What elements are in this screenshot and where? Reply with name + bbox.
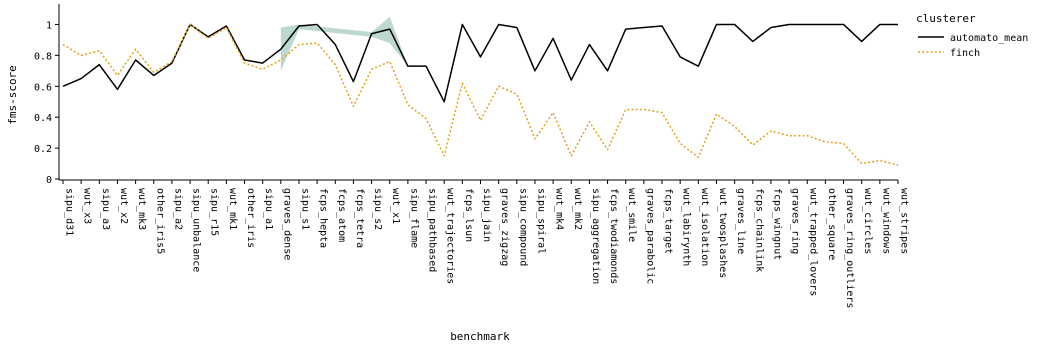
x-tick-label: wut_smile	[626, 188, 637, 242]
x-tick-label: sipu_jain	[481, 188, 492, 242]
x-tick-label: graves_line	[735, 188, 746, 254]
plot-area: 0 0.2 0.4 0.6 0.8 1 sipu_d31 wut_x3 sipu_a3 wut_x…	[34, 4, 910, 308]
x-tick-label: wut_circles	[862, 188, 873, 254]
x-tick-label: fcps_target	[663, 188, 674, 254]
x-tick-label: other_iris5	[154, 188, 165, 254]
x-tick-label: other_iris	[245, 188, 256, 248]
series-line-automato_mean	[62, 23, 898, 103]
x-tick-label: fcps_tetra	[354, 188, 365, 248]
x-tick-label: wut_x2	[118, 188, 129, 224]
x-tick-label: wut_x3	[82, 188, 93, 224]
x-tick-label: wut_trajectories	[445, 188, 456, 284]
x-tick-label: sipu_aggregation	[590, 188, 601, 284]
x-tick-label: graves_ring	[790, 188, 801, 254]
x-tick-label: wut_isolation	[699, 188, 710, 266]
x-tick-label: sipu_unbalance	[191, 188, 202, 272]
y-tick-label: 0.8	[34, 51, 52, 62]
x-tick-label: sipu_r15	[209, 188, 220, 236]
x-tick-label: other_square	[826, 188, 837, 260]
y-tick-label: 0.4	[34, 113, 52, 124]
x-tick-label: sipu_flame	[408, 188, 419, 248]
y-axis-label: fms-score	[6, 65, 19, 125]
x-tick-label: wut_labirynth	[681, 188, 692, 266]
x-tick-label: graves_zigzag	[499, 188, 510, 266]
x-tick-label: fcps_twodiamonds	[608, 188, 619, 284]
x-tick-label: fcps_wingnut	[771, 188, 782, 260]
y-tick-label: 0.6	[34, 82, 52, 93]
legend-title: clusterer	[916, 12, 976, 25]
x-tick-label: sipu_a1	[263, 188, 274, 230]
x-tick-label: fcps_chainlink	[753, 188, 764, 272]
legend-label-finch: finch	[950, 48, 980, 59]
x-tick-label: graves_ring_outliers	[844, 188, 855, 308]
x-tick-label: wut_mk2	[572, 188, 583, 230]
y-tick-label: 1	[46, 20, 52, 31]
x-tick-label: wut_mk3	[136, 188, 147, 230]
x-tick-label: sipu_a3	[100, 188, 111, 230]
series-line-finch	[62, 23, 899, 166]
x-tick-label: sipu_d31	[64, 188, 75, 236]
x-tick-label: graves_dense	[281, 188, 292, 260]
y-tick-label: 0.2	[34, 144, 52, 155]
x-tick-label: wut_trapped_lovers	[808, 188, 819, 296]
x-tick-label: graves_parabolic	[644, 188, 655, 284]
x-tick-label: sipu_a2	[172, 188, 183, 230]
x-tick-label: sipu_spiral	[535, 188, 546, 254]
x-tick-label: wut_windows	[880, 188, 891, 254]
y-tick-label: 0	[46, 175, 52, 186]
x-tick-label: wut_mk1	[227, 188, 238, 230]
x-tick-label: fcps_hepta	[318, 188, 329, 248]
x-tick-label: wut_twosplashes	[717, 188, 728, 278]
x-tick-label: sipu_s2	[372, 188, 383, 230]
x-tick-label: sipu_pathbased	[427, 188, 438, 272]
x-tick-label: wut_mk4	[554, 188, 565, 230]
x-tick-label: sipu_compound	[517, 188, 528, 266]
confidence-band	[280, 16, 408, 71]
x-tick-label: fcps_atom	[336, 188, 347, 242]
x-tick-label: wut_stripes	[899, 188, 910, 254]
x-tick-label: fcps_lsun	[463, 188, 474, 242]
x-tick-label: sipu_s1	[299, 188, 310, 230]
x-tick-label: wut_x1	[390, 188, 401, 224]
x-axis-label: benchmark	[450, 330, 510, 343]
legend-label-automato_mean: automato_mean	[950, 33, 1028, 44]
